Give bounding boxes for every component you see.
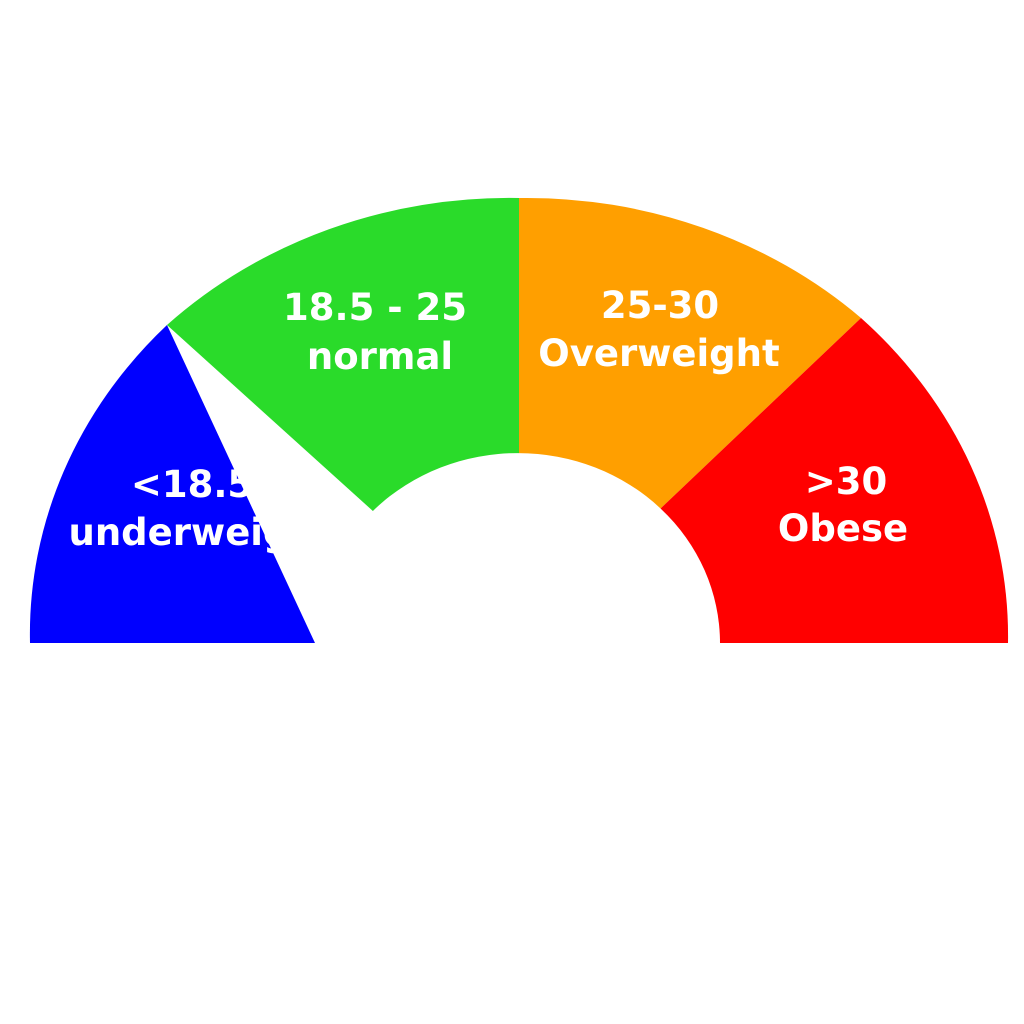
segment-underweight xyxy=(29,325,316,643)
label-normal-name: normal xyxy=(307,335,453,378)
label-normal-range: 18.5 - 25 xyxy=(283,286,467,329)
gauge-center-hub xyxy=(316,453,720,643)
label-underweight-name: underweight xyxy=(69,511,334,554)
label-underweight-range: <18.5 xyxy=(131,463,253,506)
label-overweight-range: 25-30 xyxy=(601,284,719,327)
label-overweight-name: Overweight xyxy=(538,332,779,375)
label-obese-range: >30 xyxy=(805,460,888,503)
label-obese-name: Obese xyxy=(778,507,908,550)
